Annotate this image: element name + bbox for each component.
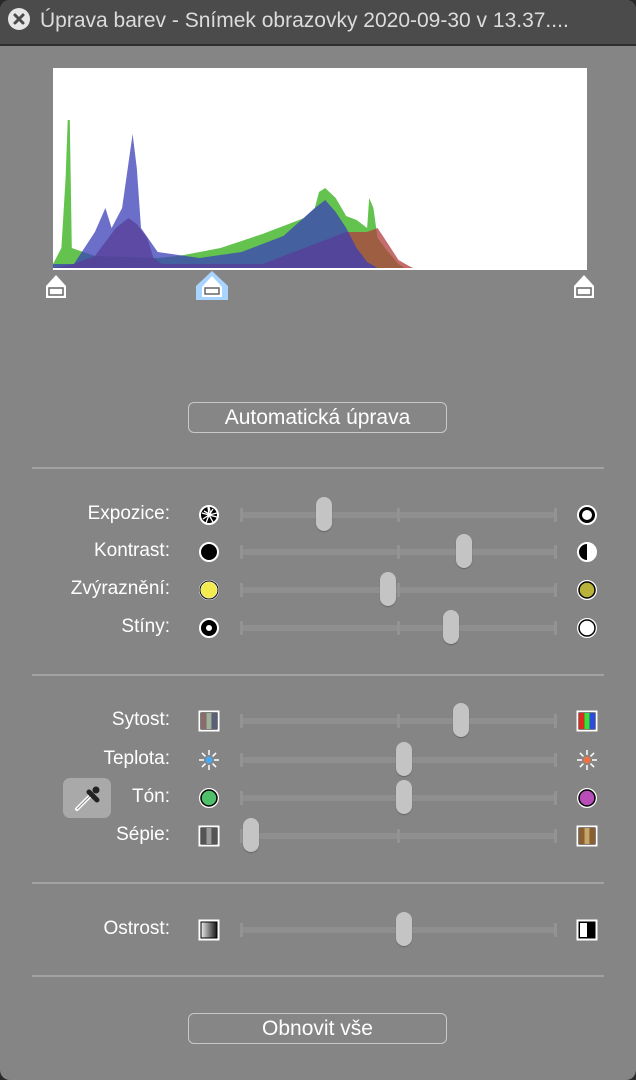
white-point-handle[interactable] xyxy=(573,274,595,300)
slider-knob[interactable] xyxy=(452,703,469,737)
slider-tick xyxy=(397,545,400,559)
slider-tick xyxy=(554,923,557,937)
slider-row-kontrast: Kontrast: xyxy=(0,534,636,568)
slider-row-teplota: Teplota: xyxy=(0,742,636,776)
gradient-sharp-icon xyxy=(576,919,598,941)
slider-row-sepie: Sépie: xyxy=(0,818,636,852)
close-button[interactable] xyxy=(8,8,30,30)
circle-half-icon xyxy=(576,541,598,563)
title-bar: Úprava barev - Snímek obrazovky 2020-09-… xyxy=(0,0,636,46)
ton-slider[interactable] xyxy=(240,780,557,814)
slider-tick xyxy=(397,621,400,635)
circle-black-icon xyxy=(198,541,220,563)
slider-tick xyxy=(240,508,243,522)
auto-adjust-button[interactable]: Automatická úprava xyxy=(188,402,447,433)
slider-tick xyxy=(554,545,557,559)
slider-knob[interactable] xyxy=(395,780,412,814)
sepie-slider[interactable] xyxy=(240,818,557,852)
stripes-muted-icon xyxy=(198,710,220,732)
slider-tick xyxy=(397,829,400,843)
circle-olive-icon xyxy=(576,579,598,601)
slider-label: Teplota: xyxy=(103,748,170,769)
stripes-gray-icon xyxy=(198,825,220,847)
slider-tick xyxy=(554,714,557,728)
slider-label: Expozice: xyxy=(87,503,170,524)
stripes-rgb-icon xyxy=(576,710,598,732)
slider-tick xyxy=(554,621,557,635)
histogram xyxy=(53,68,587,270)
slider-row-zvyrazneni: Zvýraznění: xyxy=(0,572,636,606)
histogram-green-channel xyxy=(53,120,587,268)
eyedropper-button[interactable] xyxy=(63,778,111,818)
slider-row-stiny: Stíny: xyxy=(0,610,636,644)
slider-row-ton: Tón: xyxy=(0,780,636,814)
slider-knob[interactable] xyxy=(443,610,460,644)
slider-label: Tón: xyxy=(131,786,170,807)
sun-blue-icon xyxy=(198,749,220,771)
slider-tick xyxy=(240,714,243,728)
slider-label: Zvýraznění: xyxy=(70,578,170,599)
circle-magenta-icon xyxy=(576,787,598,809)
stiny-slider[interactable] xyxy=(240,610,557,644)
gradient-soft-icon xyxy=(198,919,220,941)
eyedropper-icon xyxy=(75,786,100,811)
circle-dot-icon xyxy=(198,617,220,639)
slider-knob[interactable] xyxy=(395,912,412,946)
divider xyxy=(32,467,604,469)
reset-all-button[interactable]: Obnovit vše xyxy=(188,1013,447,1044)
slider-knob[interactable] xyxy=(243,818,260,852)
slider-label: Sépie: xyxy=(116,824,170,845)
slider-tick xyxy=(554,829,557,843)
slider-tick xyxy=(554,791,557,805)
aperture-closed-icon xyxy=(198,504,220,526)
slider-tick xyxy=(240,753,243,767)
slider-knob[interactable] xyxy=(455,534,472,568)
slider-label: Kontrast: xyxy=(93,540,170,561)
histogram-blue-channel xyxy=(53,134,587,268)
slider-tick xyxy=(240,621,243,635)
kontrast-slider[interactable] xyxy=(240,534,557,568)
slider-label: Stíny: xyxy=(121,616,170,637)
slider-tick xyxy=(397,714,400,728)
slider-row-expozice: Expozice: xyxy=(0,497,636,531)
slider-tick xyxy=(554,583,557,597)
stripes-sepia-icon xyxy=(576,825,598,847)
teplota-slider[interactable] xyxy=(240,742,557,776)
slider-tick xyxy=(240,923,243,937)
slider-tick xyxy=(240,545,243,559)
ostrost-slider[interactable] xyxy=(240,912,557,946)
window-title: Úprava barev - Snímek obrazovky 2020-09-… xyxy=(40,9,569,32)
close-icon xyxy=(13,13,25,25)
black-point-handle[interactable] xyxy=(45,274,67,300)
aperture-open-icon xyxy=(576,504,598,526)
slider-row-ostrost: Ostrost: xyxy=(0,912,636,946)
slider-tick xyxy=(554,753,557,767)
slider-tick xyxy=(397,508,400,522)
divider xyxy=(32,975,604,977)
slider-label: Ostrost: xyxy=(103,918,170,939)
divider xyxy=(32,674,604,676)
sytost-slider[interactable] xyxy=(240,703,557,737)
slider-tick xyxy=(397,583,400,597)
slider-tick xyxy=(240,829,243,843)
slider-row-sytost: Sytost: xyxy=(0,703,636,737)
zvyrazneni-slider[interactable] xyxy=(240,572,557,606)
divider xyxy=(32,882,604,884)
slider-tick xyxy=(240,583,243,597)
expozice-slider[interactable] xyxy=(240,497,557,531)
gamma-handle[interactable] xyxy=(193,270,231,302)
slider-tick xyxy=(240,791,243,805)
slider-knob[interactable] xyxy=(379,572,396,606)
circle-green-icon xyxy=(198,787,220,809)
slider-knob[interactable] xyxy=(395,742,412,776)
slider-knob[interactable] xyxy=(316,497,333,531)
circle-yellow-icon xyxy=(198,579,220,601)
slider-label: Sytost: xyxy=(111,709,170,730)
slider-tick xyxy=(554,508,557,522)
circle-white-icon xyxy=(576,617,598,639)
sun-orange-icon xyxy=(576,749,598,771)
